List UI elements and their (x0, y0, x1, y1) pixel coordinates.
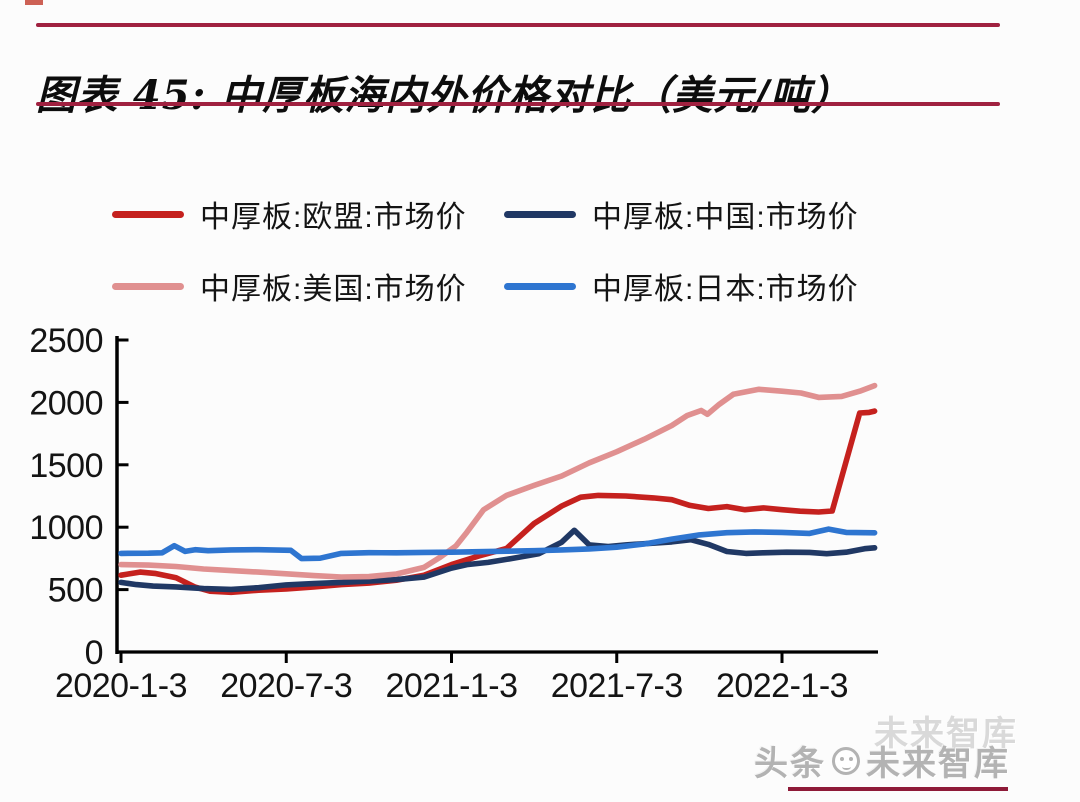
series-line-us (118, 382, 878, 580)
y-tick-label: 1500 (29, 447, 103, 485)
y-tick-label: 0 (85, 634, 103, 672)
page-title: 图表 45: 中厚板海内外价格对比（美元/吨） (36, 71, 852, 119)
legend-item-us: 中厚板:美国:市场价 (112, 264, 504, 308)
chart-legend: 中厚板:欧盟:市场价 中厚板:中国:市场价 中厚板:美国:市场价 中厚板:日本:… (112, 192, 896, 308)
legend-item-china: 中厚板:中国:市场价 (504, 192, 896, 236)
legend-label-us: 中厚板:美国:市场价 (200, 273, 467, 306)
legend-label-japan: 中厚板:日本:市场价 (592, 273, 859, 306)
y-tick-label: 1000 (29, 509, 103, 547)
x-tick-label: 2020-1-3 (55, 667, 187, 705)
watermark: 头条 未来智库 (754, 736, 1010, 785)
y-tick-label: 2000 (29, 384, 103, 422)
x-tick-label: 2022-1-3 (716, 667, 848, 705)
scan-artifact (25, 0, 43, 5)
watermark-name: 未来智库 (866, 745, 1010, 783)
watermark-logo-icon (832, 746, 860, 775)
x-tick-label: 2021-1-3 (385, 667, 517, 705)
legend-swatch-china (504, 210, 576, 218)
legend-swatch-japan (504, 282, 576, 290)
legend-swatch-eu (112, 210, 184, 218)
watermark-ghost: 未来智库 (874, 715, 1018, 753)
header-rule-top (36, 23, 1000, 27)
series-line-eu (118, 408, 878, 596)
header-rule-bottom (36, 102, 1000, 106)
series-line-china (118, 527, 878, 593)
footer-rule (788, 787, 1008, 791)
legend-swatch-us (112, 282, 184, 290)
y-tick-label: 500 (48, 572, 103, 610)
x-tick-label: 2020-7-3 (220, 667, 352, 705)
y-tick-label: 2500 (29, 322, 103, 360)
legend-label-eu: 中厚板:欧盟:市场价 (200, 201, 467, 234)
watermark-prefix: 头条 (754, 745, 826, 783)
legend-item-eu: 中厚板:欧盟:市场价 (112, 192, 504, 236)
legend-item-japan: 中厚板:日本:市场价 (504, 264, 896, 308)
legend-label-china: 中厚板:中国:市场价 (592, 201, 859, 234)
series-line-japan (118, 526, 878, 562)
x-tick-label: 2021-7-3 (551, 667, 683, 705)
